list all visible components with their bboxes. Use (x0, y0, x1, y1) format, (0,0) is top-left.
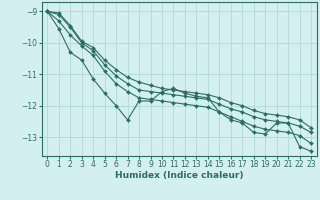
X-axis label: Humidex (Indice chaleur): Humidex (Indice chaleur) (115, 171, 244, 180)
